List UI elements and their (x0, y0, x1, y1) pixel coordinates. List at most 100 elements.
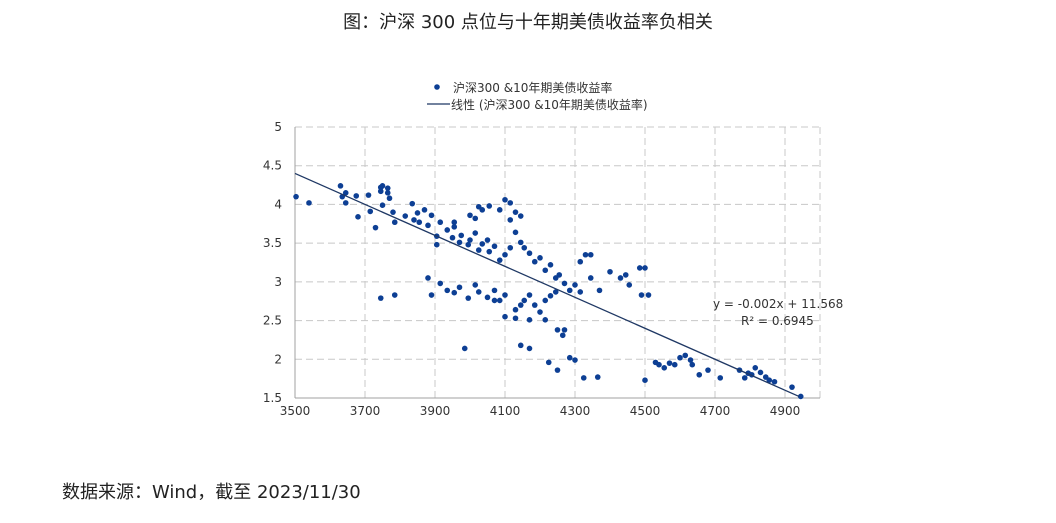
data-point (491, 297, 498, 304)
data-point (517, 302, 524, 308)
gridlines (295, 126, 821, 398)
data-point (306, 200, 312, 206)
data-point (353, 193, 360, 199)
data-point (496, 207, 503, 213)
legend-marker-dot (434, 84, 440, 90)
data-point (596, 287, 603, 294)
data-point (622, 272, 629, 278)
data-point (342, 200, 349, 206)
data-point (472, 215, 479, 222)
data-point (642, 377, 648, 383)
data-point (577, 289, 584, 295)
data-point (472, 230, 479, 236)
data-point (451, 219, 458, 226)
data-point (542, 267, 549, 274)
data-point (526, 250, 533, 257)
data-point (771, 378, 778, 385)
data-point (379, 183, 386, 189)
x-tick-label: 3500 (280, 404, 311, 418)
data-point (479, 241, 486, 247)
legend-label-trendline: 线性 (沪深300 &10年期美债收益率) (451, 97, 648, 112)
data-point (677, 354, 683, 361)
data-point (542, 316, 549, 323)
data-point (666, 360, 673, 366)
data-point (402, 213, 409, 219)
data-point (502, 313, 508, 320)
data-point (537, 309, 543, 315)
data-point (451, 224, 458, 230)
data-point (554, 367, 561, 373)
data-point (365, 192, 372, 198)
data-point (355, 214, 361, 220)
data-point (475, 289, 482, 295)
data-point (752, 365, 759, 371)
data-point (517, 239, 524, 246)
data-point (484, 237, 491, 243)
data-point (372, 224, 379, 231)
data-point (517, 342, 524, 349)
data-point (502, 251, 508, 258)
data-point (566, 354, 573, 361)
data-point (342, 190, 349, 196)
y-tick-label: 2 (274, 352, 282, 366)
data-point (409, 200, 416, 207)
data-point (377, 295, 384, 301)
data-point (449, 234, 456, 241)
data-point (433, 241, 440, 248)
data-point (458, 232, 465, 239)
data-point (545, 359, 552, 366)
data-point (444, 287, 451, 294)
y-tick-label: 4.5 (263, 159, 282, 173)
trendline-r2: R² = 0.6945 (741, 314, 814, 328)
data-point (689, 361, 696, 368)
data-point (537, 255, 543, 261)
data-point (512, 306, 519, 313)
data-point (671, 361, 678, 368)
data-point (491, 243, 498, 250)
y-tick-label: 1.5 (263, 391, 282, 405)
data-point (461, 345, 468, 352)
data-point (717, 375, 724, 381)
x-tick-label: 3700 (350, 404, 381, 418)
data-point (444, 227, 451, 233)
data-point (696, 371, 703, 378)
data-point (587, 275, 594, 281)
data-point (526, 345, 533, 352)
data-point (479, 207, 486, 213)
data-point (661, 365, 668, 371)
y-tick-label: 2.5 (263, 314, 282, 328)
data-point (512, 229, 519, 236)
data-point (467, 237, 473, 243)
data-point (512, 209, 519, 215)
data-point (384, 190, 391, 196)
data-point (594, 374, 601, 380)
data-point (391, 292, 398, 298)
data-point (421, 207, 428, 213)
y-tick-label: 3.5 (263, 236, 282, 250)
data-point (531, 302, 538, 308)
data-point (561, 327, 568, 333)
data-point (547, 292, 554, 299)
data-point (797, 393, 804, 400)
data-point (577, 258, 584, 265)
data-point (521, 297, 528, 304)
data-point (390, 209, 396, 215)
data-point (379, 202, 386, 209)
y-tick-label: 3 (274, 275, 282, 289)
data-point (626, 282, 633, 288)
source-note: 数据来源：Wind，截至 2023/11/30 (62, 482, 361, 503)
data-point (456, 239, 463, 246)
data-point (682, 352, 689, 359)
x-tick-label: 4900 (770, 404, 801, 418)
data-point (582, 251, 589, 258)
data-point (741, 375, 748, 381)
data-point (486, 248, 493, 255)
data-point (561, 280, 568, 287)
axes (294, 127, 820, 399)
data-point (687, 357, 694, 363)
data-point (507, 217, 514, 223)
data-point (502, 196, 508, 203)
data-point (437, 219, 444, 226)
data-point (566, 287, 573, 294)
trendline (294, 172, 800, 398)
